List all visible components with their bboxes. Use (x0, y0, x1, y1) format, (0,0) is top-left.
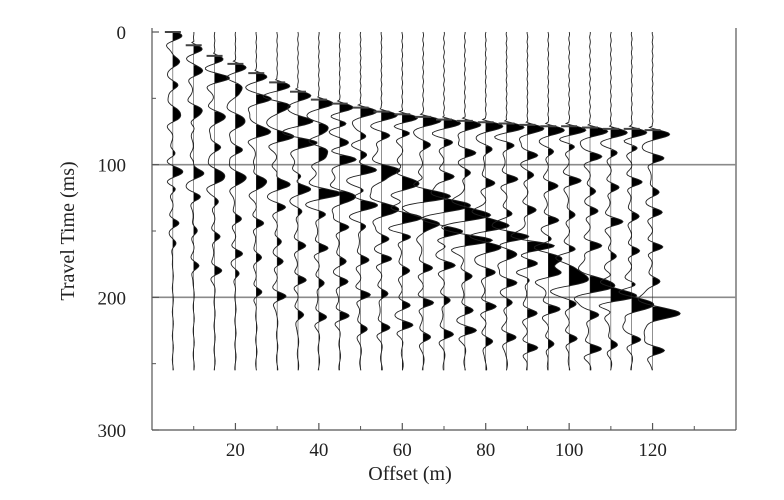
x-tick-label: 20 (226, 440, 245, 461)
y-tick-label: 300 (98, 421, 127, 442)
x-axis-title: Offset (m) (368, 463, 452, 485)
x-tick-label: 100 (555, 440, 584, 461)
x-tick-label: 40 (309, 440, 328, 461)
trace-35m (282, 31, 318, 371)
first-arrival-picks (164, 31, 661, 132)
x-tick-label: 120 (638, 440, 667, 461)
trace-105m (573, 32, 616, 371)
trace-40m (305, 31, 343, 371)
y-tick-label: 200 (98, 288, 127, 309)
x-axis-ticks: 20 40 60 80 100 120 (193, 423, 695, 461)
trace-fill-20m (235, 32, 247, 364)
trace-fill-30m (277, 34, 294, 371)
trace-fill-75m (464, 32, 493, 371)
trace-fill-115m (631, 37, 654, 366)
trace-fill-15m (214, 32, 230, 368)
y-axis-ticks: 0 100 200 300 (98, 23, 159, 442)
trace-115m (618, 31, 655, 371)
trace-fill-45m (339, 32, 357, 363)
trace-fill-65m (423, 33, 451, 367)
trace-fill-85m (506, 37, 529, 371)
trace-20m (226, 31, 247, 371)
trace-fill-10m (193, 32, 204, 371)
wiggle-traces (166, 31, 681, 371)
trace-120m (637, 31, 681, 371)
trace-55m (369, 31, 401, 371)
trace-fill-40m (318, 32, 342, 368)
trace-fill-5m (172, 32, 183, 371)
trace-100m (550, 31, 589, 371)
trace-15m (204, 31, 230, 371)
trace-fill-50m (360, 32, 378, 371)
trace-95m (533, 31, 565, 371)
trace-5m (166, 31, 184, 371)
trace-fill-25m (256, 36, 272, 371)
trace-fill-105m (590, 32, 615, 371)
y-axis-title: Travel Time (ms) (57, 161, 79, 300)
trace-fill-100m (569, 32, 589, 371)
x-tick-label: 60 (393, 440, 412, 461)
trace-25m (245, 31, 272, 371)
y-tick-label: 100 (98, 156, 127, 177)
trace-85m (491, 31, 530, 371)
trace-fill-110m (610, 32, 637, 371)
trace-70m (421, 31, 472, 371)
trace-fill-120m (652, 36, 681, 356)
trace-65m (401, 31, 452, 371)
trace-45m (328, 31, 357, 371)
trace-110m (598, 31, 638, 371)
x-tick-label: 80 (476, 440, 495, 461)
trace-90m (510, 32, 556, 371)
y-tick-label: 0 (117, 23, 127, 44)
trace-fill-95m (548, 33, 565, 350)
trace-30m (262, 31, 295, 371)
trace-80m (469, 31, 510, 371)
trace-10m (185, 32, 205, 371)
trace-60m (387, 31, 423, 371)
trace-75m (441, 31, 494, 371)
trace-50m (346, 31, 378, 371)
trace-fill-35m (298, 33, 317, 371)
